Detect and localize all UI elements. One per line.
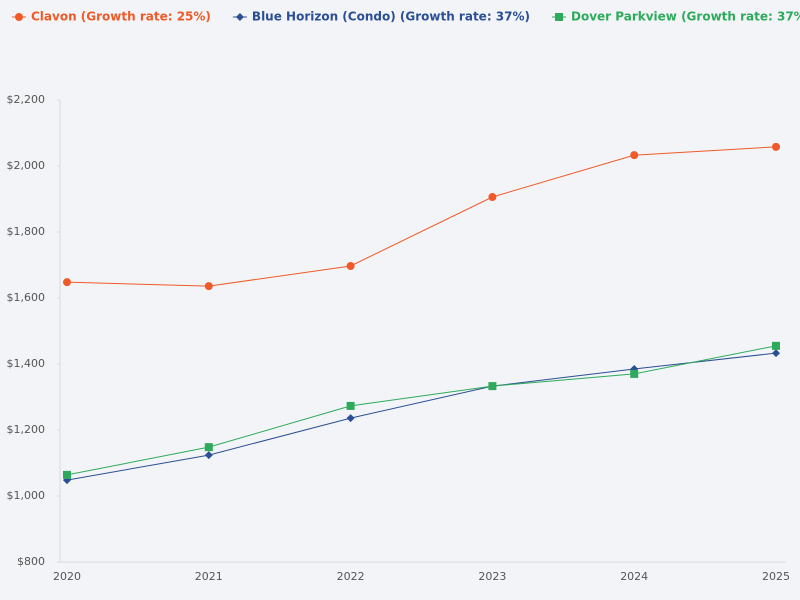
marker	[346, 401, 355, 410]
y-tick-label: $2,200	[7, 93, 46, 106]
legend-label: Blue Horizon (Condo) (Growth rate: 37%)	[252, 10, 530, 24]
y-tick-label: $2,000	[7, 159, 46, 172]
legend-item: Clavon (Growth rate: 25%)	[12, 10, 211, 24]
marker	[63, 278, 71, 287]
marker	[488, 193, 497, 202]
marker	[204, 282, 213, 291]
legend-label: Dover Parkview (Growth rate: 37%)	[571, 10, 800, 24]
x-tick-label: 2020	[53, 570, 81, 583]
marker	[772, 341, 780, 350]
x-tick-label: 2025	[762, 570, 790, 583]
legend-item: Blue Horizon (Condo) (Growth rate: 37%)	[232, 10, 530, 24]
marker	[204, 443, 213, 452]
y-tick-label: $800	[17, 555, 45, 568]
marker	[346, 414, 355, 423]
marker	[555, 13, 563, 21]
y-tick-label: $1,600	[7, 291, 46, 304]
marker	[630, 151, 639, 160]
series-line	[66, 345, 777, 476]
series-line	[66, 352, 777, 481]
marker	[204, 451, 213, 460]
x-tick-label: 2024	[620, 570, 648, 583]
marker	[15, 13, 23, 21]
legend-label: Clavon (Growth rate: 25%)	[31, 10, 211, 24]
y-tick-label: $1,200	[7, 423, 46, 436]
marker	[772, 142, 780, 151]
y-tick-label: $1,000	[7, 489, 46, 502]
y-tick-label: $1,400	[7, 357, 46, 370]
marker	[235, 13, 244, 21]
x-tick-label: 2022	[337, 570, 365, 583]
series-line	[66, 146, 777, 287]
marker	[488, 382, 497, 391]
marker	[630, 369, 639, 378]
y-tick-label: $1,800	[7, 225, 46, 238]
marker	[346, 261, 355, 270]
marker	[63, 470, 71, 479]
x-tick-label: 2023	[478, 570, 506, 583]
legend: Clavon (Growth rate: 25%) Blue Horizon (C…	[12, 10, 800, 24]
marker	[772, 349, 780, 358]
legend-item: Dover Parkview (Growth rate: 37%)	[552, 10, 800, 24]
x-tick-label: 2021	[195, 570, 223, 583]
